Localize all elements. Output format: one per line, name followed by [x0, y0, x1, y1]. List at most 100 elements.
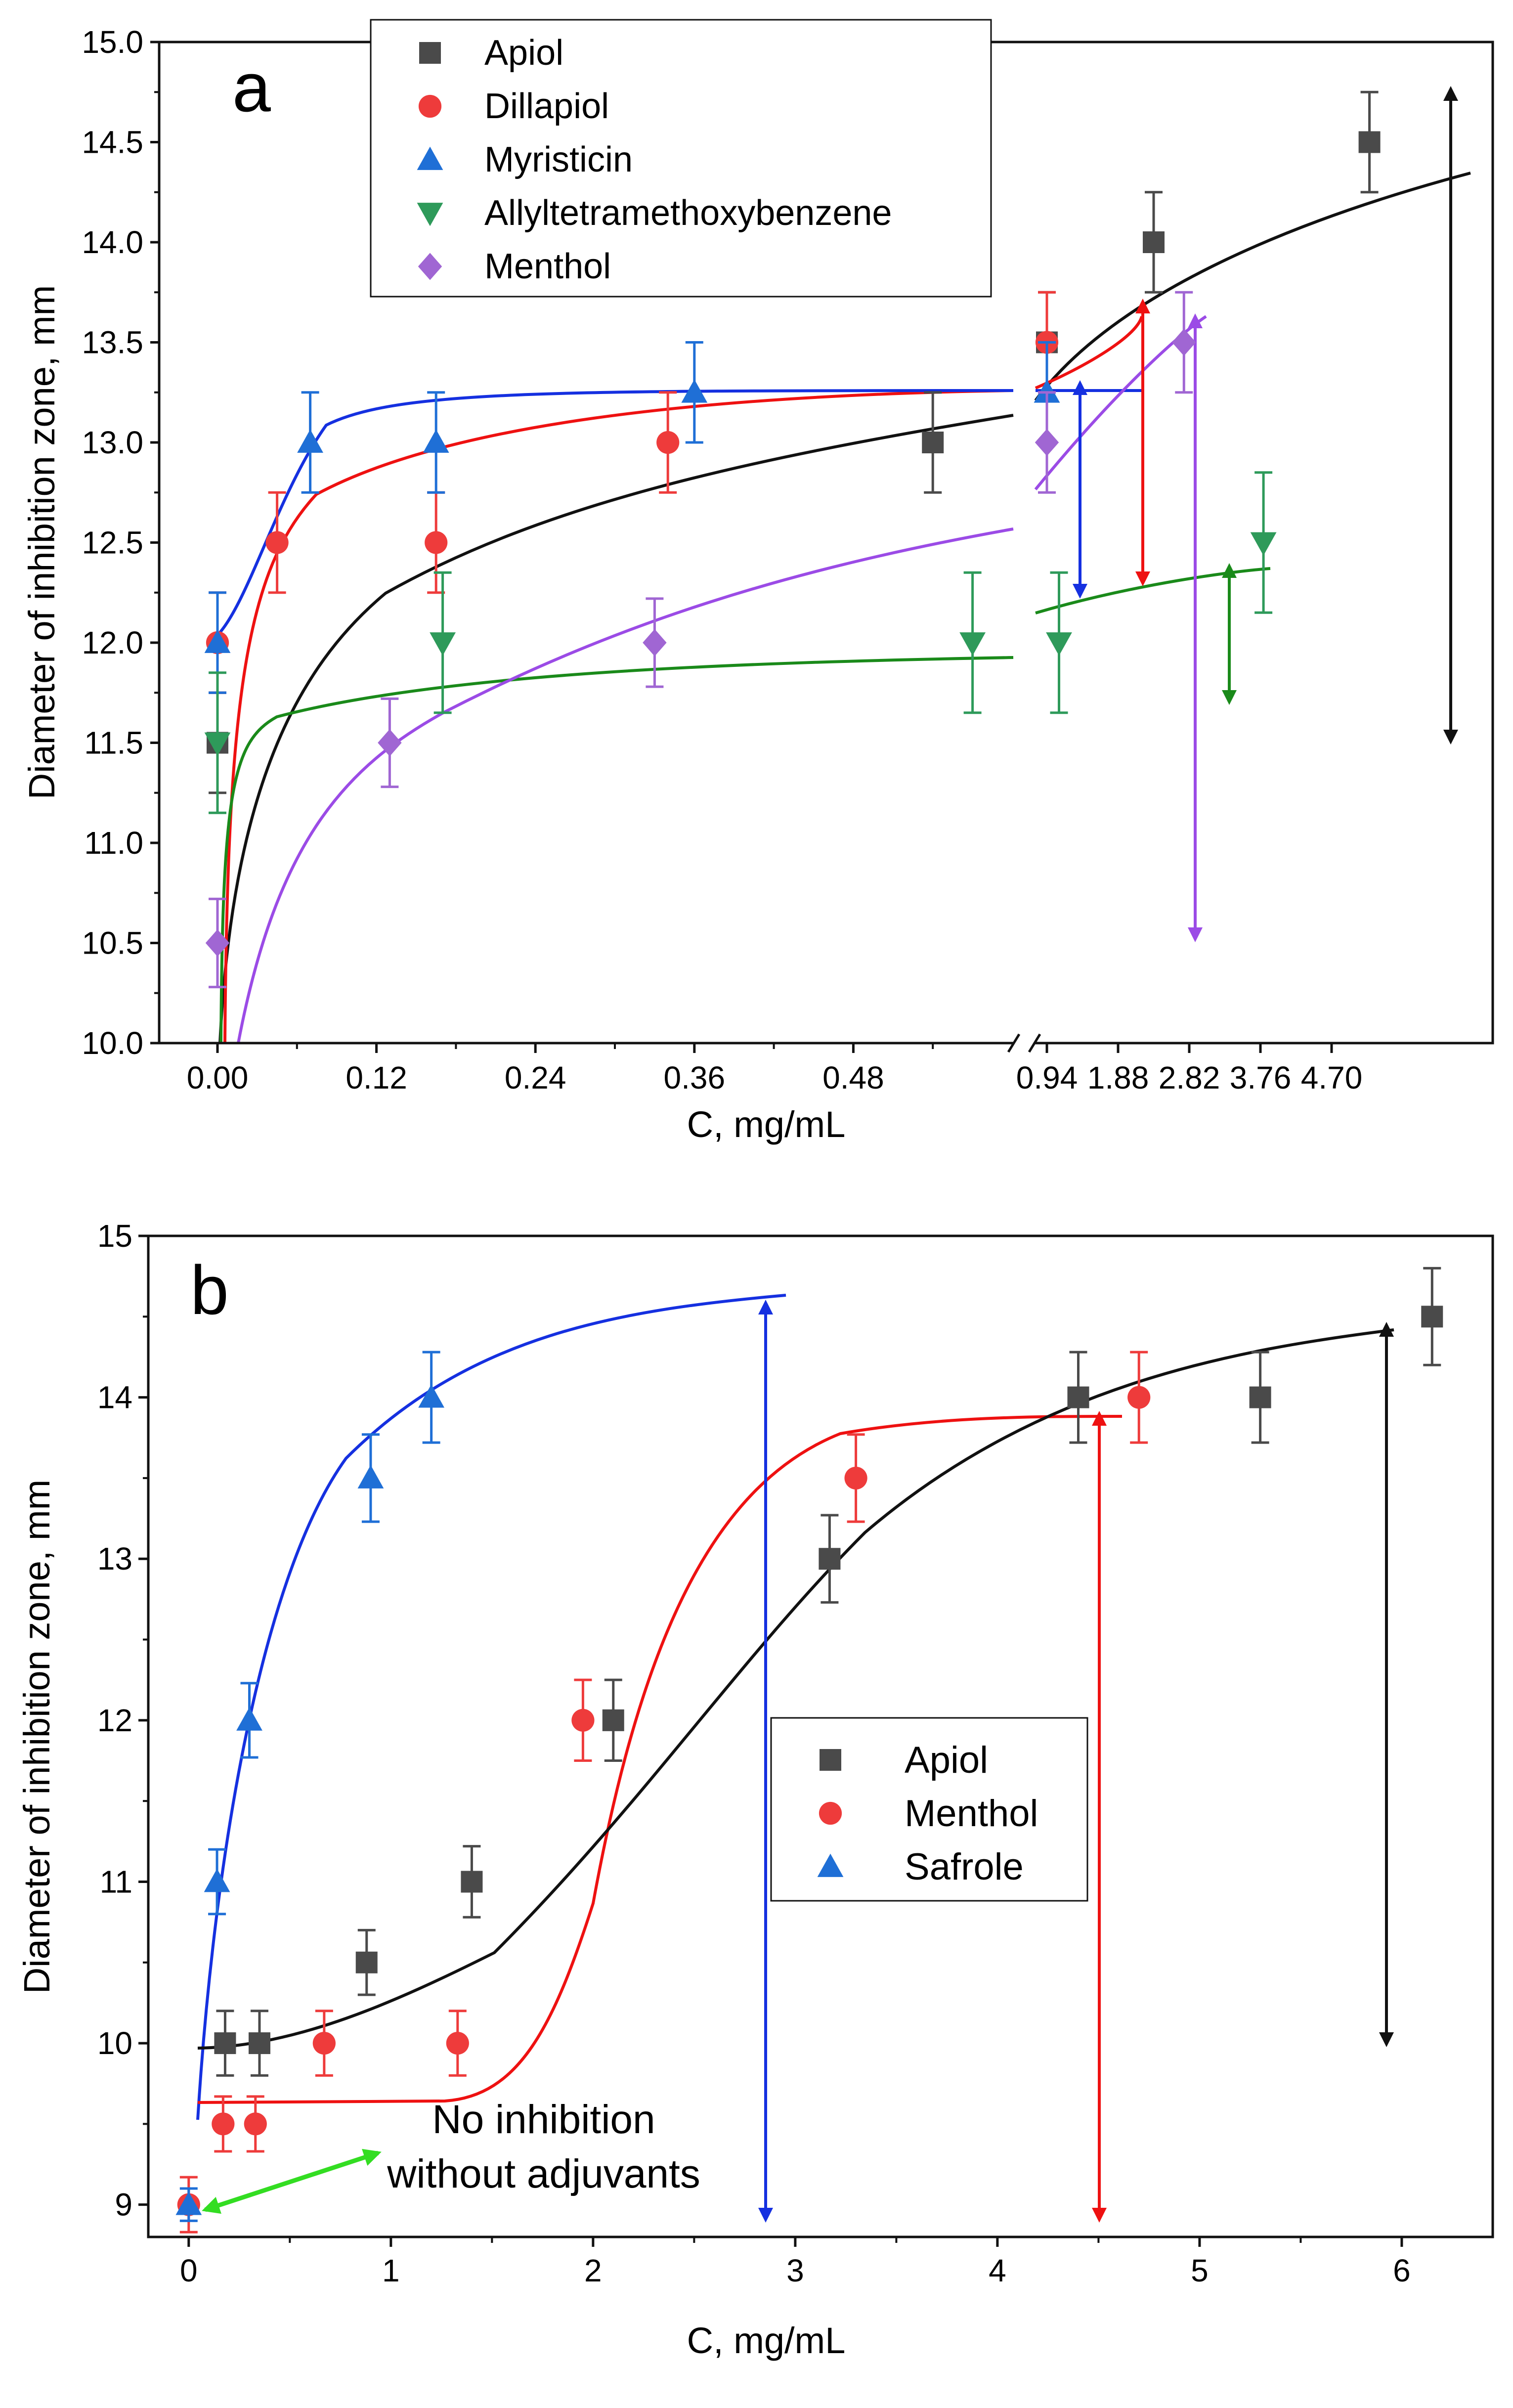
legend-safrole-label: Safrole — [905, 1846, 1024, 1888]
menthol-point — [244, 2112, 267, 2136]
apiol-point — [1143, 231, 1165, 253]
apiol-fit-curve — [197, 1328, 1394, 2050]
legend-apiol-label: Apiol — [484, 33, 563, 73]
panel-b-x-axis-title: C, mg/mL — [687, 2320, 846, 2361]
panel-b-y-tick-label: 13 — [97, 1541, 132, 1576]
allyltetramethoxybenzene-point — [1046, 632, 1072, 656]
apiol-point — [1067, 1386, 1089, 1408]
panel-b-data-points — [175, 1267, 1443, 2233]
menthol-fit-curve — [197, 1415, 1123, 2104]
myristicin-point — [681, 379, 708, 403]
apiol-point — [1358, 131, 1381, 153]
apiol-point — [922, 432, 944, 453]
dillapiol-point — [425, 531, 448, 554]
panel-a-y-tick-label: 12.5 — [82, 525, 143, 561]
legend-menthol-marker — [819, 1801, 842, 1825]
menthol-point — [446, 2031, 469, 2055]
panel-a-y-tick-label: 12.0 — [82, 625, 143, 660]
apiol-fit-curve-right — [1034, 172, 1471, 401]
legend-menthol-marker — [418, 253, 442, 280]
panel-b-x-tick-label: 2 — [584, 2253, 602, 2288]
legend-safrole-marker — [817, 1853, 844, 1877]
panel-b-y-tick-label: 9 — [115, 2187, 132, 2223]
series-menthol — [177, 1351, 1151, 2233]
allyltetramethoxybenzene-point — [1250, 532, 1277, 556]
panel-b-legend: Apiol Menthol Safrole — [770, 1717, 1088, 1902]
legend-dillapiol-label: Dillapiol — [484, 87, 609, 126]
dillapiol-point — [656, 431, 680, 454]
panel-a-y-axis: 10.0 10.5 11.0 11.5 12.0 12.5 13.0 13.5 14.0 14.5… — [82, 24, 159, 1061]
allyl-fit-curve-left — [219, 656, 1014, 1044]
legend-menthol-label: Menthol — [905, 1793, 1038, 1835]
panel-b-y-axis: 9 10 11 12 13 14 15 — [97, 1218, 148, 2223]
panel-b-x-tick-label: 6 — [1393, 2253, 1411, 2288]
allyltetramethoxybenzene-point — [204, 732, 231, 756]
menthol-point — [1035, 429, 1059, 456]
legend-apiol-marker — [820, 1749, 841, 1771]
legend-apiol-label: Apiol — [905, 1739, 988, 1781]
panel-b-x-tick-label: 5 — [1191, 2253, 1209, 2288]
series-menthol — [205, 291, 1196, 989]
safrole-point — [236, 1707, 262, 1731]
panel-a-label: a — [232, 48, 271, 126]
apiol-point — [355, 1951, 378, 1973]
legend-dillapiol-marker — [418, 94, 442, 118]
myristicin-point — [297, 429, 323, 453]
panel-b-y-axis-title: Diameter of inhibition zone, mm — [16, 1480, 57, 1994]
panel-a-axis-break-mark-2 — [1028, 1033, 1041, 1053]
menthol-fit-curve-left — [237, 527, 1014, 1044]
panel-b-y-tick-label: 15 — [97, 1218, 132, 1254]
panel-b-x-tick-label: 4 — [989, 2253, 1006, 2288]
series-safrole — [175, 1351, 445, 2222]
panel-a-y-tick-label: 10.0 — [82, 1025, 143, 1061]
panel-a-x-tick-label: 0.36 — [664, 1060, 726, 1095]
dillapiol-point — [265, 531, 289, 554]
panel-a-y-tick-label: 15.0 — [82, 24, 143, 60]
panel-a-x-axis-title: C, mg/mL — [687, 1104, 846, 1145]
series-allyltetramethoxybenzene — [204, 471, 1277, 814]
panel-a-y-tick-label: 14.5 — [82, 125, 143, 160]
apiol-point — [819, 1548, 841, 1570]
panel-a-legend-box — [370, 19, 992, 298]
menthol-point — [1172, 329, 1196, 356]
panel-a-x-tick-label: 1.88 — [1087, 1060, 1149, 1095]
legend-menthol-label: Menthol — [484, 247, 611, 286]
panel-b-y-tick-label: 10 — [97, 2025, 132, 2061]
legend-myristicin-marker — [417, 146, 443, 170]
panel-b-x-tick-label: 3 — [786, 2253, 804, 2288]
safrole-point — [175, 2191, 202, 2215]
panel-a-x-tick-label: 0.94 — [1016, 1060, 1078, 1095]
menthol-point — [844, 1466, 867, 1490]
panel-a-x-tick-label: 0.00 — [187, 1060, 249, 1095]
panel-b-x-axis: 0 1 2 3 4 5 6 — [180, 2237, 1411, 2288]
no-inhibition-annotation-line-2: without adjuvants — [387, 2151, 700, 2196]
apiol-point — [214, 2032, 236, 2055]
allyltetramethoxybenzene-point — [959, 632, 986, 656]
dillapiol-fit-curve-left — [223, 389, 1014, 1044]
panel-a-data-points — [204, 90, 1381, 989]
panel-a-y-tick-label: 10.5 — [82, 925, 143, 961]
panel-a-y-tick-label: 11.5 — [84, 725, 143, 761]
panel-a: a 10.0 10.5 11.0 11.5 12.0 12.5 13.0 13.5 14.0 14… — [21, 19, 1494, 1145]
myristicin-point — [1034, 379, 1060, 403]
panel-a-y-tick-label: 13.5 — [82, 325, 143, 360]
panel-a-legend: Apiol Dillapiol Myristicin Allyltetramethox… — [370, 19, 992, 298]
panel-a-x-tick-label: 3.76 — [1230, 1060, 1292, 1095]
panel-a-x-tick-label: 0.24 — [505, 1060, 566, 1095]
legend-apiol-marker — [419, 42, 441, 64]
safrole-point — [418, 1384, 445, 1408]
panel-a-y-tick-label: 11.0 — [84, 825, 143, 861]
series-apiol — [214, 1267, 1443, 2077]
panel-a-x-tick-label: 0.12 — [346, 1060, 407, 1095]
panel-a-x-tick-label: 4.70 — [1301, 1060, 1363, 1095]
apiol-point — [461, 1871, 483, 1893]
panel-b-label: b — [190, 1251, 229, 1329]
panel-a-axis-break-mark-1 — [1007, 1033, 1021, 1053]
menthol-point — [643, 629, 667, 657]
menthol-point — [571, 1708, 595, 1732]
safrole-point — [357, 1465, 384, 1489]
menthol-point — [1127, 1386, 1151, 1409]
myristicin-point — [423, 429, 449, 453]
panel-a-y-tick-label: 13.0 — [82, 425, 143, 460]
panel-b-y-tick-label: 14 — [97, 1380, 132, 1415]
